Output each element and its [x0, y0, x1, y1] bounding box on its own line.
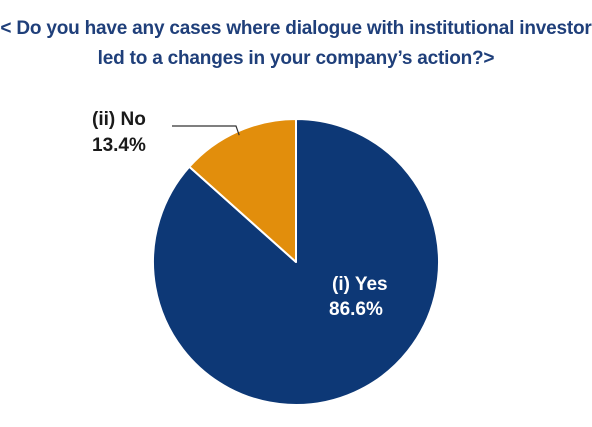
slice-label-no: (ii) No [92, 109, 146, 130]
chart-title: < Do you have any cases where dialogue w… [0, 14, 592, 74]
pie-slices [152, 118, 440, 406]
slice-label-yes: (i) Yes [332, 274, 388, 295]
pie-labels: (i) Yes 86.6% (ii) No 13.4% [92, 109, 388, 320]
slice-value-no: 13.4% [92, 135, 146, 156]
slice-value-yes: 86.6% [329, 299, 383, 320]
chart-title-line-2: led to a changes in your company’s actio… [97, 48, 495, 69]
chart-title-line-1: < Do you have any cases where dialogue w… [0, 18, 592, 39]
leader-line-no [172, 125, 240, 136]
